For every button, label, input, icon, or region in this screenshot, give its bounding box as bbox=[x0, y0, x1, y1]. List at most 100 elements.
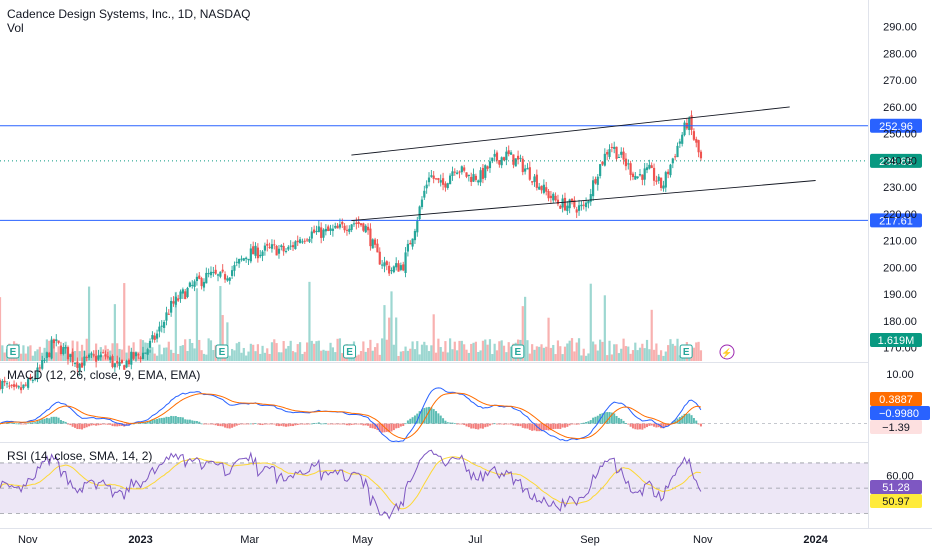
volume-bar bbox=[434, 352, 438, 361]
macd-histogram-bar bbox=[690, 415, 693, 424]
candle-body bbox=[259, 254, 262, 257]
volume-bar bbox=[179, 345, 182, 361]
macd-histogram-bar bbox=[503, 423, 506, 425]
macd-histogram-bar bbox=[498, 423, 501, 425]
macd-histogram-bar bbox=[491, 423, 494, 425]
volume-bar bbox=[113, 304, 116, 361]
candle-body bbox=[676, 145, 679, 158]
macd-histogram-bar bbox=[57, 417, 60, 424]
candle-body bbox=[207, 273, 210, 275]
volume-bar bbox=[275, 343, 278, 361]
macd-histogram-bar bbox=[336, 423, 339, 425]
lightning-icon: ⚡ bbox=[721, 347, 732, 359]
candle-body bbox=[38, 367, 41, 369]
candle-body bbox=[580, 204, 583, 207]
macd-histogram-bar bbox=[109, 423, 112, 425]
macd-histogram-bar bbox=[385, 423, 388, 432]
volume-bar bbox=[291, 351, 295, 361]
volume-bar bbox=[667, 345, 670, 361]
volume-bar bbox=[524, 296, 527, 361]
volume-bar bbox=[437, 338, 440, 361]
volume-bar bbox=[287, 345, 290, 361]
volume-bar bbox=[376, 343, 379, 361]
candle-body bbox=[76, 361, 79, 368]
candle-body bbox=[155, 333, 159, 339]
macd-histogram-bar bbox=[181, 417, 184, 424]
macd-histogram-bar bbox=[552, 423, 555, 430]
macd-histogram-bar bbox=[177, 416, 180, 424]
candle-body bbox=[139, 357, 142, 359]
candle-body bbox=[542, 184, 545, 193]
candle-body bbox=[8, 385, 11, 387]
macd-histogram-bar bbox=[674, 420, 677, 424]
macd-histogram-bar bbox=[493, 423, 496, 425]
macd-histogram-bar bbox=[331, 423, 334, 425]
macd-histogram-bar bbox=[313, 423, 316, 425]
macd-histogram-bar bbox=[249, 423, 252, 425]
volume-bar bbox=[369, 339, 372, 361]
volume-bar bbox=[432, 314, 435, 361]
candle-body bbox=[64, 347, 67, 349]
candle-body bbox=[369, 228, 372, 247]
candle-body bbox=[385, 261, 388, 265]
volume-bar bbox=[221, 315, 224, 361]
volume-bar bbox=[549, 347, 553, 361]
volume-bar bbox=[395, 317, 398, 361]
volume-bar bbox=[137, 351, 140, 361]
macd-histogram-bar bbox=[170, 415, 173, 424]
volume-bar bbox=[66, 345, 70, 361]
candle-body bbox=[127, 359, 131, 365]
volume-bar bbox=[52, 341, 56, 361]
volume-bar bbox=[266, 348, 269, 361]
candle-body bbox=[566, 205, 569, 212]
candle-body bbox=[104, 354, 107, 357]
macd-histogram-bar bbox=[514, 423, 517, 426]
macd-histogram-bar bbox=[683, 413, 686, 424]
rsi-tick-label: 60.00 bbox=[886, 471, 914, 483]
volume-bar bbox=[397, 355, 400, 361]
macd-histogram-bar bbox=[242, 423, 245, 425]
candle-body bbox=[493, 153, 496, 157]
macd-histogram-bar bbox=[629, 423, 632, 427]
volume-bar bbox=[641, 343, 644, 361]
macd-histogram-bar bbox=[303, 423, 306, 425]
volume-bar bbox=[280, 352, 283, 361]
volume-bar bbox=[357, 354, 360, 361]
volume-bar bbox=[446, 352, 449, 361]
macd-histogram-bar bbox=[343, 423, 346, 425]
macd-histogram-bar bbox=[254, 423, 257, 424]
volume-bar bbox=[561, 354, 564, 361]
macd-histogram-bar bbox=[263, 423, 266, 425]
candle-body bbox=[334, 226, 337, 228]
volume-bar bbox=[123, 283, 126, 361]
macd-histogram-bar bbox=[76, 423, 79, 430]
macd-histogram-bar bbox=[81, 423, 84, 430]
candle-body bbox=[577, 205, 581, 211]
candle-body bbox=[430, 175, 433, 177]
macd-histogram-bar bbox=[681, 415, 684, 424]
macd-histogram-bar bbox=[78, 423, 81, 430]
price-tick-label: 200.00 bbox=[883, 262, 917, 274]
candle-body bbox=[556, 199, 560, 205]
macd-histogram-bar bbox=[261, 423, 264, 426]
macd-histogram-bar bbox=[256, 423, 259, 425]
candle-body bbox=[634, 175, 637, 180]
candle-body bbox=[643, 168, 646, 180]
macd-histogram-bar bbox=[268, 423, 271, 425]
candle-body bbox=[406, 243, 410, 252]
macd-histogram-bar bbox=[521, 423, 524, 428]
candle-body bbox=[130, 351, 133, 365]
candle-body bbox=[163, 321, 166, 328]
macd-histogram-bar bbox=[266, 423, 269, 425]
candle-body bbox=[111, 356, 114, 367]
macd-histogram-bar bbox=[653, 423, 656, 427]
candle-body bbox=[306, 239, 309, 241]
macd-histogram-bar bbox=[299, 423, 302, 425]
macd-histogram-bar bbox=[371, 423, 374, 429]
macd-histogram-bar bbox=[144, 422, 147, 424]
volume-bar bbox=[252, 344, 255, 361]
macd-histogram-bar bbox=[435, 411, 438, 424]
macd-histogram-bar bbox=[111, 423, 114, 427]
